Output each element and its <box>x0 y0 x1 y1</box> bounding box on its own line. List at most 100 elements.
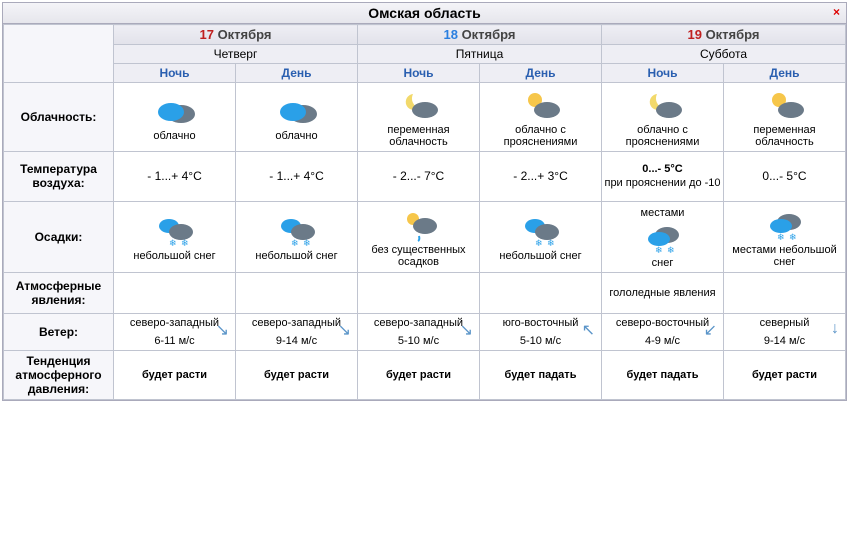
pressure-cell: будет расти <box>358 350 480 399</box>
svg-text:❄: ❄ <box>291 238 299 248</box>
precip-icon: ❄❄ <box>517 214 565 248</box>
wind-speed: 9-14 м/с <box>726 335 843 347</box>
wind-arrow-icon: ↙ <box>704 320 717 340</box>
pressure-cell: будет расти <box>724 350 846 399</box>
svg-text:❄: ❄ <box>547 238 555 248</box>
row-label-precip: Осадки: <box>4 201 114 272</box>
wind-cell: ↘северо-западный9-14 м/с <box>236 313 358 350</box>
precip-cell: местами ❄❄ снег <box>602 201 724 272</box>
pressure-cell: будет расти <box>236 350 358 399</box>
svg-text:❄: ❄ <box>303 238 311 248</box>
date-number: 17 <box>199 27 213 42</box>
svg-text:❄: ❄ <box>535 238 543 248</box>
svg-text:❄: ❄ <box>169 238 177 248</box>
temp-cell: 0...- 5°C при прояснении до -10 <box>602 152 724 202</box>
precip-cell: ❄❄небольшой снег <box>114 201 236 272</box>
atm-cell <box>358 272 480 313</box>
date-header: 17 Октября <box>114 25 358 45</box>
date-month: Октября <box>462 27 516 42</box>
wind-arrow-icon: ↓ <box>831 320 839 338</box>
time-of-day-night: Ночь <box>114 64 236 83</box>
wind-cell: ↘северо-западный5-10 м/с <box>358 313 480 350</box>
atm-cell: гололедные явления <box>602 272 724 313</box>
region-title: Омская область <box>368 5 480 21</box>
precip-label: небольшой снег <box>116 250 233 262</box>
cloud-label: переменная облачность <box>726 124 843 148</box>
title-bar: Омская область × <box>3 3 846 24</box>
precip-label: небольшой снег <box>482 250 599 262</box>
weather-widget: Омская область × 17 Октября18 Октября19 … <box>2 2 847 401</box>
day-of-week: Суббота <box>602 45 846 64</box>
cloud-icon <box>761 88 809 122</box>
temp-cell: - 2...+ 3°C <box>480 152 602 202</box>
svg-text:❄: ❄ <box>181 238 189 248</box>
svg-text:❄: ❄ <box>789 232 797 242</box>
date-header: 19 Октября <box>602 25 846 45</box>
precip-icon: ❄❄ <box>761 208 809 242</box>
temp-cell: - 1...+ 4°C <box>236 152 358 202</box>
wind-cell: ↓северный 9-14 м/с <box>724 313 846 350</box>
header-spacer <box>4 25 114 83</box>
precip-label: снег <box>604 257 721 269</box>
row-label-press: Тенденция атмосферного давления: <box>4 350 114 399</box>
row-label-cloud: Облачность: <box>4 83 114 152</box>
wind-arrow-icon: ↘ <box>460 320 473 340</box>
precip-label: небольшой снег <box>238 250 355 262</box>
pressure-cell: будет падать <box>602 350 724 399</box>
time-of-day-night: Ночь <box>602 64 724 83</box>
precip-icon <box>395 208 443 242</box>
cloud-label: облачно <box>238 130 355 142</box>
temp-cell: - 2...- 7°C <box>358 152 480 202</box>
pressure-cell: будет расти <box>114 350 236 399</box>
temp-cell: - 1...+ 4°C <box>114 152 236 202</box>
time-of-day-day: День <box>236 64 358 83</box>
date-month: Октября <box>706 27 760 42</box>
wind-direction: северный <box>726 317 843 329</box>
precip-label: без существенных осадков <box>360 244 477 268</box>
temp-note: при прояснении до -10 <box>604 177 720 189</box>
precip-icon: ❄❄ <box>273 214 321 248</box>
forecast-table: 17 Октября18 Октября19 Октября ЧетвергПя… <box>3 24 846 400</box>
date-number: 19 <box>687 27 701 42</box>
day-of-week: Пятница <box>358 45 602 64</box>
atm-cell <box>236 272 358 313</box>
day-of-week: Четверг <box>114 45 358 64</box>
cloud-cell: облачно <box>236 83 358 152</box>
date-header: 18 Октября <box>358 25 602 45</box>
wind-arrow-icon: ↖ <box>582 320 595 340</box>
cloud-icon <box>273 94 321 128</box>
cloud-icon <box>395 88 443 122</box>
atm-cell <box>114 272 236 313</box>
wind-cell: ↖юго-восточный5-10 м/с <box>480 313 602 350</box>
cloud-icon <box>517 88 565 122</box>
atm-cell <box>724 272 846 313</box>
precip-top-label: местами <box>604 207 721 219</box>
cloud-icon <box>639 88 687 122</box>
precip-icon: ❄❄ <box>151 214 199 248</box>
temp-cell: 0...- 5°C <box>724 152 846 202</box>
date-month: Октября <box>218 27 272 42</box>
atm-cell <box>480 272 602 313</box>
cloud-cell: переменная облачность <box>724 83 846 152</box>
precip-icon: ❄❄ <box>639 221 687 255</box>
precip-cell: ❄❄небольшой снег <box>236 201 358 272</box>
wind-arrow-icon: ↘ <box>216 320 229 340</box>
wind-cell: ↘северо-западный6-11 м/с <box>114 313 236 350</box>
precip-cell: без существенных осадков <box>358 201 480 272</box>
temp-value: 0...- 5°C <box>642 163 682 175</box>
cloud-label: облачно с прояснениями <box>482 124 599 148</box>
time-of-day-night: Ночь <box>358 64 480 83</box>
cloud-cell: облачно с прояснениями <box>480 83 602 152</box>
close-icon[interactable]: × <box>833 5 840 19</box>
svg-text:❄: ❄ <box>655 245 663 255</box>
cloud-label: облачно <box>116 130 233 142</box>
wind-arrow-icon: ↘ <box>338 320 351 340</box>
time-of-day-day: День <box>724 64 846 83</box>
date-number: 18 <box>443 27 457 42</box>
wind-cell: ↙северо-восточный4-9 м/с <box>602 313 724 350</box>
svg-text:❄: ❄ <box>777 232 785 242</box>
row-label-atm: Атмосферные явления: <box>4 272 114 313</box>
cloud-cell: облачно с прояснениями <box>602 83 724 152</box>
row-label-temp: Температура воздуха: <box>4 152 114 202</box>
pressure-cell: будет падать <box>480 350 602 399</box>
